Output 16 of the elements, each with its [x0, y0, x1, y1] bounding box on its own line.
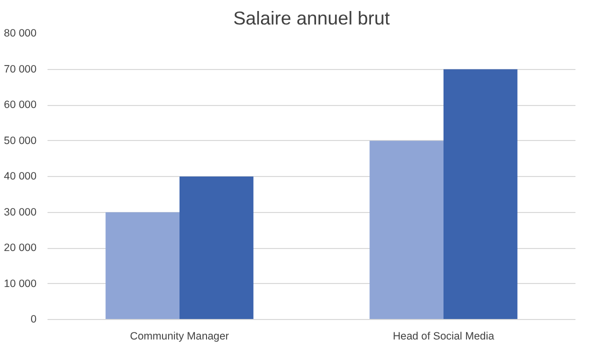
y-tick-label: 80 000 — [4, 28, 37, 40]
bar — [106, 212, 180, 320]
bar — [180, 176, 254, 320]
x-tick-label: Head of Social Media — [392, 330, 494, 342]
y-tick-label: 70 000 — [4, 63, 37, 76]
y-tick-label: 60 000 — [4, 99, 37, 111]
bar — [444, 69, 518, 320]
y-tick-label: 50 000 — [4, 134, 37, 147]
bar — [370, 140, 444, 320]
y-tick-label: 40 000 — [4, 170, 37, 182]
y-tick-label: 20 000 — [4, 242, 37, 254]
y-tick-label: 0 — [30, 314, 37, 326]
chart-title: Salaire annuel brut — [233, 8, 391, 28]
y-tick-label: 10 000 — [4, 278, 37, 290]
y-tick-label: 30 000 — [4, 206, 37, 218]
x-tick-label: Community Manager — [130, 330, 230, 342]
